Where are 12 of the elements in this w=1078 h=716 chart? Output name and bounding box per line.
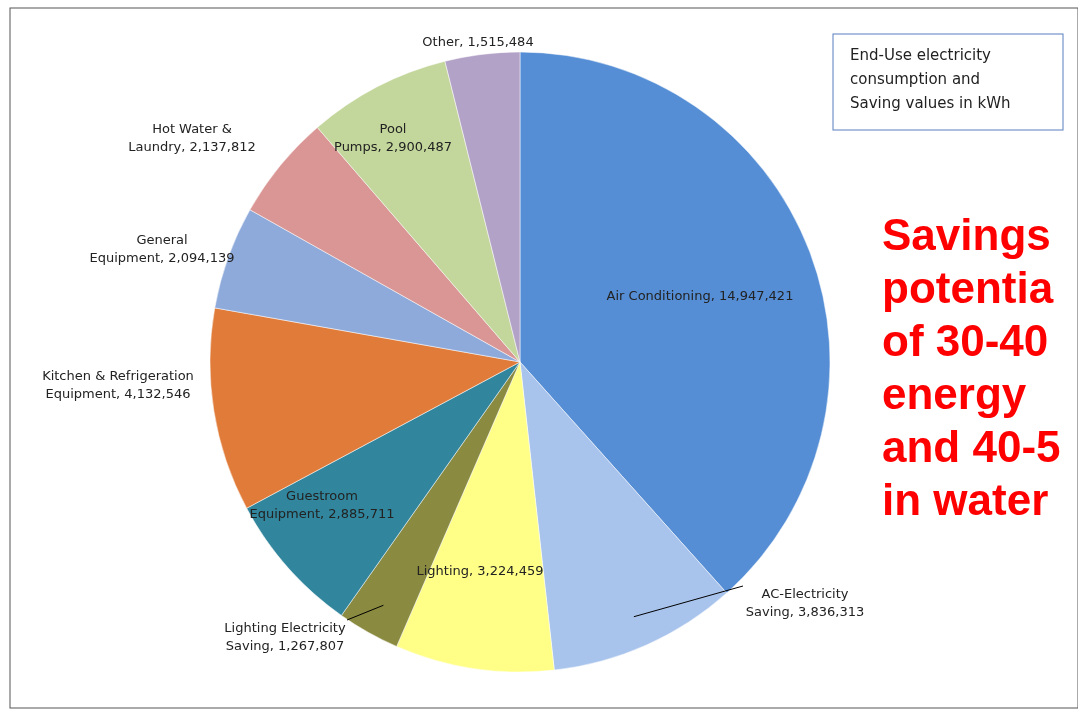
slice-label: AC-Electricity Saving, 3,836,313 bbox=[745, 586, 865, 619]
slice-label: Kitchen & Refrigeration Equipment, 4,132,546 bbox=[42, 368, 194, 401]
slice-label: General Equipment, 2,094,139 bbox=[89, 232, 235, 265]
text: Savings potentia of 30-40 energy and 40-5 in water bbox=[882, 210, 1061, 524]
slice-label: Lighting Electricity Saving, 1,267,807 bbox=[224, 620, 346, 653]
slice-label: Air Conditioning, 14,947,421 bbox=[606, 288, 794, 303]
slice-label: Guestroom Equipment, 2,885,711 bbox=[249, 488, 395, 521]
slice-label: Pool Pumps, 2,900,487 bbox=[334, 121, 452, 154]
slice-label: Lighting, 3,224,459 bbox=[416, 563, 544, 578]
slice-label: Other, 1,515,484 bbox=[422, 34, 534, 49]
text: End-Use electricity consumption and Saving values in kWh bbox=[850, 46, 1011, 112]
slice-label: Hot Water & Laundry, 2,137,812 bbox=[128, 121, 256, 154]
